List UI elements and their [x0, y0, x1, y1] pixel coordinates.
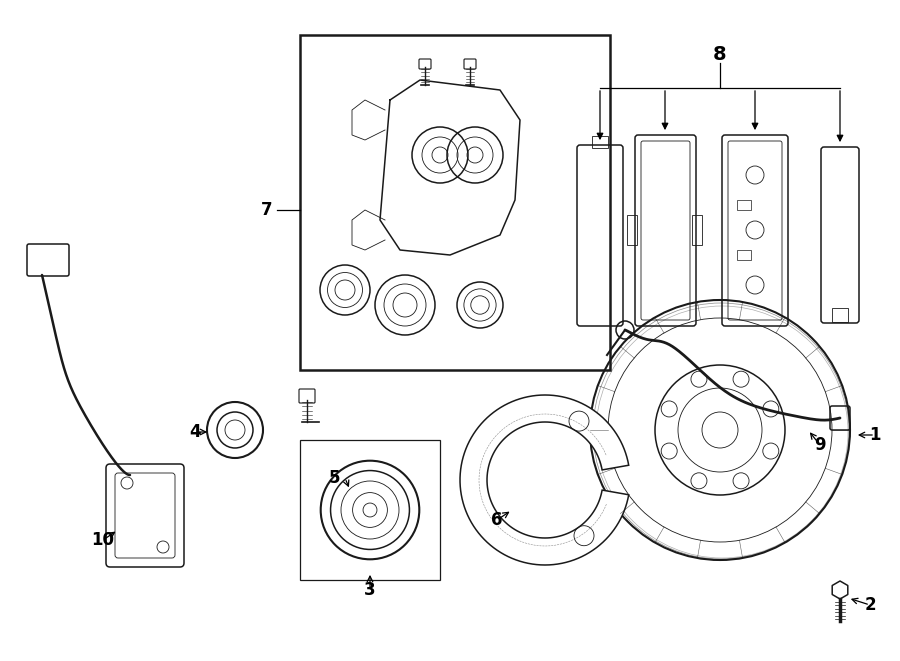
Text: 1: 1	[869, 426, 881, 444]
Bar	[592, 136, 608, 148]
Bar	[300, 440, 440, 580]
Bar	[832, 308, 848, 322]
Text: 5: 5	[329, 469, 341, 487]
Text: 6: 6	[491, 511, 503, 529]
Bar	[692, 215, 702, 245]
Polygon shape	[460, 395, 629, 565]
Text: 3: 3	[364, 581, 376, 599]
Text: 4: 4	[189, 423, 201, 441]
Text: 9: 9	[814, 436, 826, 454]
Bar	[300, 35, 610, 370]
Text: 8: 8	[713, 46, 727, 65]
Text: 7: 7	[260, 201, 272, 219]
Bar	[737, 250, 751, 260]
Text: 10: 10	[92, 531, 114, 549]
Bar	[737, 200, 751, 210]
Text: 2: 2	[864, 596, 876, 614]
Bar	[627, 215, 637, 245]
